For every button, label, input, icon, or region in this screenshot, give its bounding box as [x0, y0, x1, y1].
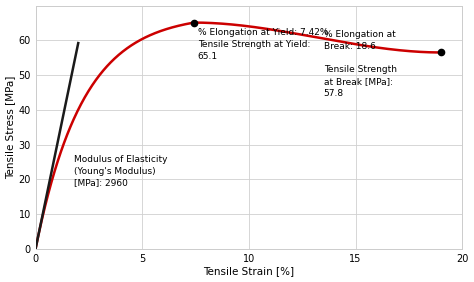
Text: % Elongation at
Break: 18.6

Tensile Strength
at Break [MPa]:
57.8: % Elongation at Break: 18.6 Tensile Stre…	[324, 30, 397, 98]
Y-axis label: Tensile Stress [MPa]: Tensile Stress [MPa]	[6, 76, 16, 179]
Text: % Elongation at Yield: 7.42%
Tensile Strength at Yield:
65.1: % Elongation at Yield: 7.42% Tensile Str…	[198, 28, 328, 61]
X-axis label: Tensile Strain [%]: Tensile Strain [%]	[203, 266, 294, 276]
Text: Modulus of Elasticity
(Young's Modulus)
[MPa]: 2960: Modulus of Elasticity (Young's Modulus) …	[74, 155, 167, 188]
